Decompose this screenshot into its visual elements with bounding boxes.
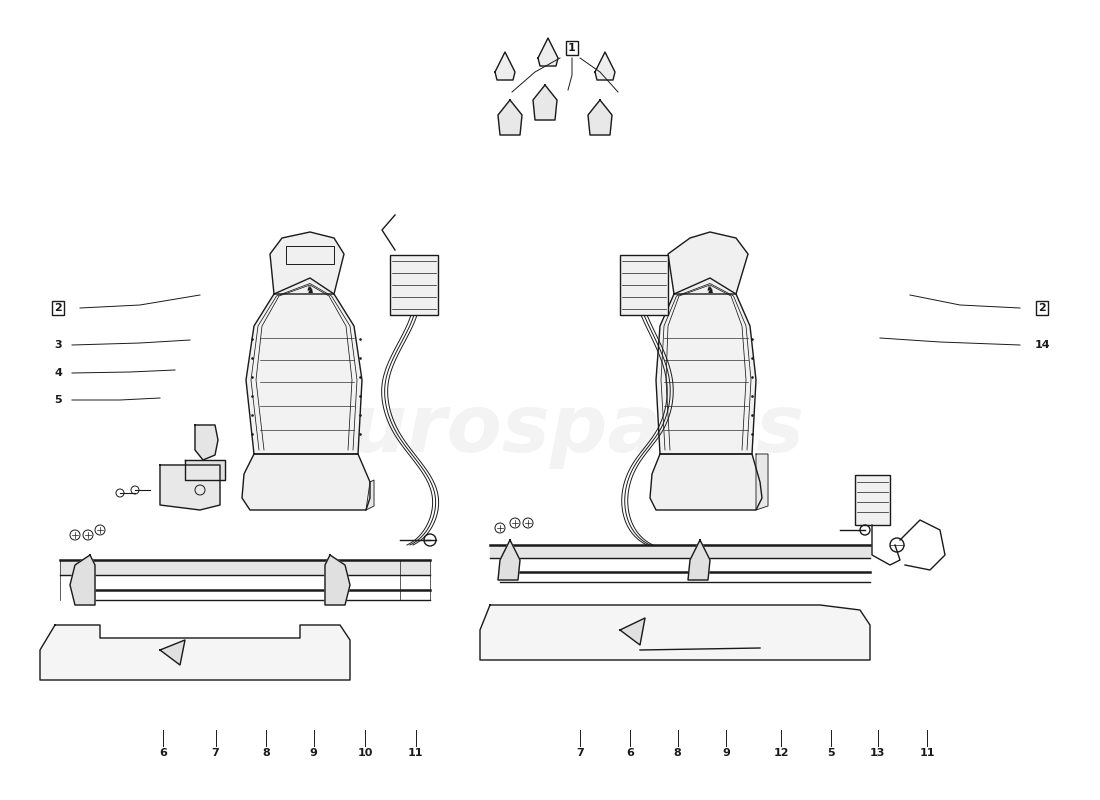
Text: 14: 14 <box>1034 340 1049 350</box>
Polygon shape <box>498 100 522 135</box>
Polygon shape <box>490 545 870 558</box>
Bar <box>390 255 438 315</box>
Polygon shape <box>270 232 344 294</box>
Bar <box>286 246 334 264</box>
Text: 12: 12 <box>773 748 789 758</box>
Text: 11: 11 <box>408 748 424 758</box>
Text: 8: 8 <box>262 748 271 758</box>
Polygon shape <box>242 454 370 510</box>
Polygon shape <box>650 454 762 510</box>
Text: 11: 11 <box>920 748 935 758</box>
Polygon shape <box>480 605 870 660</box>
Polygon shape <box>70 555 95 605</box>
Text: 9: 9 <box>309 748 318 758</box>
Polygon shape <box>688 540 710 580</box>
Text: ♞: ♞ <box>705 285 714 295</box>
Polygon shape <box>668 232 748 294</box>
Text: 2: 2 <box>1038 303 1046 313</box>
Polygon shape <box>620 618 645 645</box>
Polygon shape <box>160 465 220 510</box>
Bar <box>620 255 668 315</box>
Polygon shape <box>538 38 558 66</box>
Polygon shape <box>324 555 350 605</box>
Polygon shape <box>756 454 768 510</box>
Text: ♞: ♞ <box>306 285 315 295</box>
Polygon shape <box>534 85 557 120</box>
Polygon shape <box>195 425 218 460</box>
Text: 5: 5 <box>54 395 62 405</box>
Polygon shape <box>588 100 612 135</box>
Polygon shape <box>40 625 350 680</box>
Bar <box>855 475 890 525</box>
Polygon shape <box>495 52 515 80</box>
Text: 3: 3 <box>54 340 62 350</box>
Polygon shape <box>246 278 362 454</box>
Polygon shape <box>160 640 185 665</box>
Text: 5: 5 <box>827 748 834 758</box>
Polygon shape <box>60 560 430 575</box>
Text: 1: 1 <box>568 43 576 53</box>
Text: 13: 13 <box>870 748 886 758</box>
Text: 4: 4 <box>54 368 62 378</box>
Text: 9: 9 <box>722 748 730 758</box>
Text: 6: 6 <box>158 748 167 758</box>
Text: 2: 2 <box>54 303 62 313</box>
Text: 7: 7 <box>575 748 584 758</box>
Text: 6: 6 <box>626 748 635 758</box>
Text: 8: 8 <box>673 748 682 758</box>
Polygon shape <box>595 52 615 80</box>
Polygon shape <box>366 480 374 510</box>
Text: eurospares: eurospares <box>296 391 804 469</box>
Text: 7: 7 <box>211 748 220 758</box>
Text: 10: 10 <box>358 748 373 758</box>
Polygon shape <box>185 460 226 480</box>
Polygon shape <box>498 540 520 580</box>
Polygon shape <box>656 278 756 454</box>
